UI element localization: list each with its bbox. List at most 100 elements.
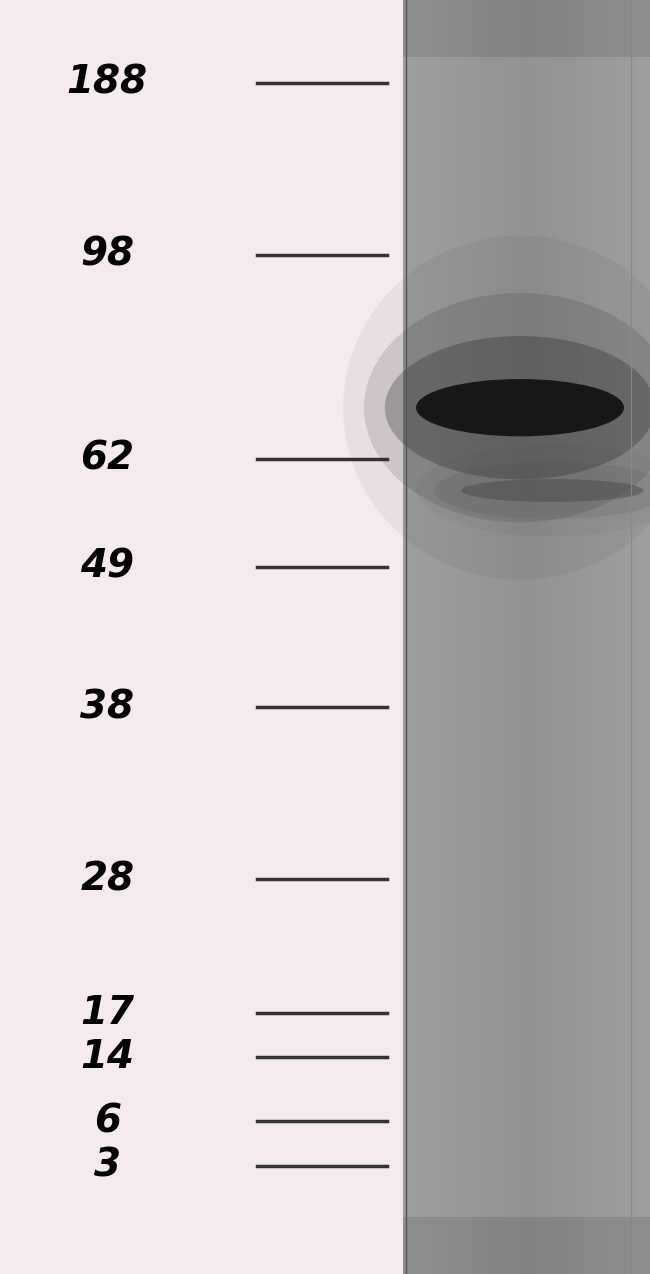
Bar [617,0,619,1274]
Bar [403,0,650,1274]
Bar [642,0,644,1274]
Bar [491,0,493,1274]
Bar [572,0,574,1274]
Bar [574,0,576,1274]
Bar [465,0,467,1274]
Bar [566,0,567,1274]
Bar [553,0,555,1274]
Bar [525,0,527,1274]
Bar [530,0,532,1274]
Bar [403,0,405,1274]
Bar [551,0,553,1274]
Bar [599,0,601,1274]
Bar [493,0,495,1274]
Ellipse shape [416,380,624,436]
Bar [452,0,454,1274]
Bar [613,0,615,1274]
Bar [413,0,415,1274]
Bar [444,0,446,1274]
Bar [609,0,611,1274]
Bar [595,0,597,1274]
Text: 188: 188 [67,64,148,102]
Bar [473,0,475,1274]
Bar [489,0,491,1274]
Bar [623,0,625,1274]
Bar [500,0,502,1274]
Bar [607,0,609,1274]
Bar [518,0,520,1274]
Bar [403,0,650,57]
Bar [471,0,473,1274]
Bar [434,0,436,1274]
Bar [532,0,535,1274]
Ellipse shape [434,462,650,520]
Bar [410,0,411,1274]
Bar [450,0,452,1274]
Bar [582,0,584,1274]
Bar [629,0,631,1274]
Bar [448,0,450,1274]
Bar [627,0,629,1274]
Bar [411,0,413,1274]
Bar [569,0,572,1274]
Ellipse shape [462,479,644,502]
Bar [567,0,569,1274]
Bar [523,0,525,1274]
Bar [463,0,465,1274]
Bar [545,0,547,1274]
Bar [510,0,512,1274]
Text: 38: 38 [80,688,135,726]
Bar [446,0,448,1274]
Bar [436,0,438,1274]
Bar [475,0,477,1274]
Bar [477,0,479,1274]
Bar [539,0,541,1274]
Bar [632,0,634,1274]
Bar [537,0,539,1274]
Text: 17: 17 [80,994,135,1032]
Bar [580,0,582,1274]
Bar [549,0,551,1274]
Bar [521,0,523,1274]
Bar [555,0,558,1274]
Bar [495,0,498,1274]
Bar [516,0,518,1274]
Bar [576,0,578,1274]
Bar [461,0,463,1274]
Bar [512,0,514,1274]
Bar [638,0,640,1274]
Bar [558,0,560,1274]
Ellipse shape [343,236,650,580]
Bar [405,0,407,1274]
Bar [543,0,545,1274]
Bar [504,0,506,1274]
Bar [604,0,607,1274]
Bar [467,0,469,1274]
Bar [454,0,456,1274]
Bar [541,0,543,1274]
Text: 6: 6 [94,1102,121,1140]
Bar [424,0,426,1274]
Bar [528,0,530,1274]
Bar [615,0,617,1274]
Bar [644,0,646,1274]
Bar [592,0,594,1274]
Bar [481,0,483,1274]
Bar [479,0,481,1274]
Text: 28: 28 [80,860,135,898]
Bar [469,0,471,1274]
Bar [560,0,562,1274]
Bar [597,0,599,1274]
Bar [648,0,650,1274]
Bar [514,0,516,1274]
Ellipse shape [416,445,650,536]
Bar [415,0,417,1274]
Bar [547,0,549,1274]
Bar [562,0,564,1274]
Bar [430,0,432,1274]
Bar [417,0,419,1274]
Bar [636,0,638,1274]
Text: 3: 3 [94,1147,121,1185]
Ellipse shape [364,293,650,522]
Bar [0,0,403,1274]
